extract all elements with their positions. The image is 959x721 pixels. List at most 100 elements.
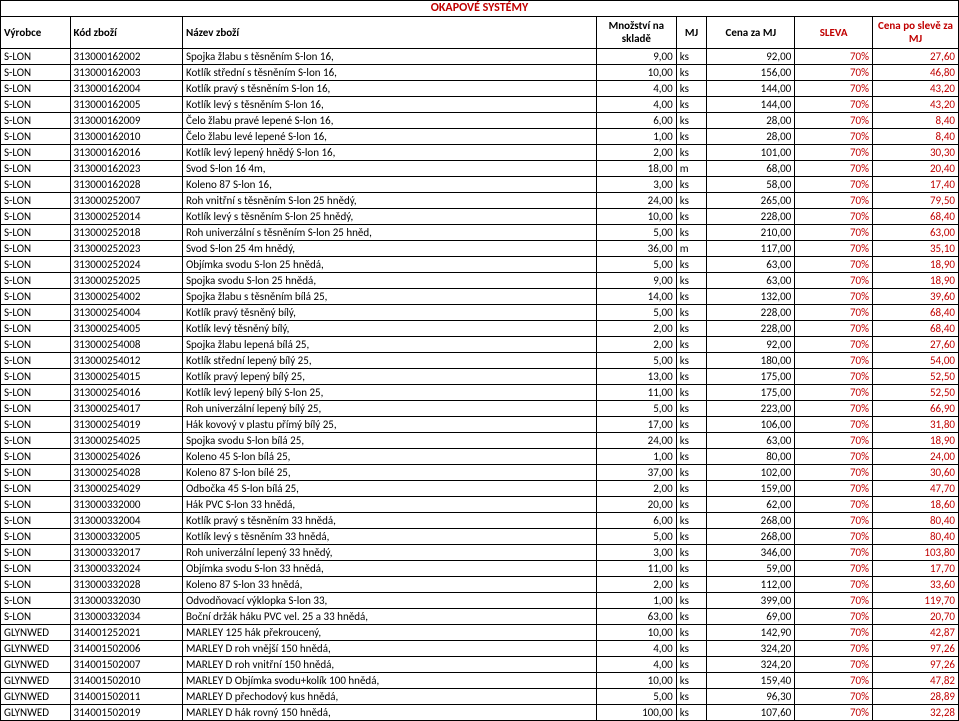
cell: 70% xyxy=(795,641,873,657)
cell: 70% xyxy=(795,513,873,529)
cell: 313000332000 xyxy=(70,497,182,513)
cell: 1,00 xyxy=(596,129,676,145)
table-row: S-LON313000162016Kotlík levý lepený hněd… xyxy=(1,145,959,161)
cell: 70% xyxy=(795,273,873,289)
cell: 70% xyxy=(795,449,873,465)
cell: 9,00 xyxy=(596,273,676,289)
table-row: S-LON313000252007Roh vnitřní s těsněním … xyxy=(1,193,959,209)
cell: Kotlík pravý těsněný bílý, xyxy=(182,305,596,321)
cell: ks xyxy=(676,49,707,65)
cell: 313000252014 xyxy=(70,209,182,225)
table-row: S-LON313000162005Kotlík levý s těsněním … xyxy=(1,97,959,113)
cell: 313000162023 xyxy=(70,161,182,177)
cell: 132,00 xyxy=(707,289,795,305)
cell: GLYNWED xyxy=(1,673,71,689)
cell: 17,40 xyxy=(872,177,958,193)
table-row: S-LON313000252025Spojka svodu S-lon 25 h… xyxy=(1,273,959,289)
cell: 313000162005 xyxy=(70,97,182,113)
cell: S-LON xyxy=(1,81,71,97)
cell: ks xyxy=(676,705,707,721)
table-row: S-LON313000254015Kotlík pravý lepený bíl… xyxy=(1,369,959,385)
cell: 324,20 xyxy=(707,641,795,657)
cell: 3,00 xyxy=(596,177,676,193)
cell: 313000252018 xyxy=(70,225,182,241)
cell: 10,00 xyxy=(596,673,676,689)
cell: 102,00 xyxy=(707,465,795,481)
cell: 268,00 xyxy=(707,513,795,529)
cell: S-LON xyxy=(1,241,71,257)
cell: 2,00 xyxy=(596,145,676,161)
cell: 59,00 xyxy=(707,561,795,577)
cell: 70% xyxy=(795,257,873,273)
cell: 159,00 xyxy=(707,481,795,497)
cell: 33,60 xyxy=(872,577,958,593)
cell: 35,10 xyxy=(872,241,958,257)
table-row: S-LON313000254004Kotlík pravý těsněný bí… xyxy=(1,305,959,321)
cell: 39,60 xyxy=(872,289,958,305)
cell: 313000252025 xyxy=(70,273,182,289)
cell: 70% xyxy=(795,369,873,385)
cell: 159,40 xyxy=(707,673,795,689)
table-row: S-LON313000162023Svod S-lon 16 4m,18,00m… xyxy=(1,161,959,177)
cell: 68,40 xyxy=(872,305,958,321)
cell: 70% xyxy=(795,545,873,561)
cell: 11,00 xyxy=(596,385,676,401)
cell: ks xyxy=(676,81,707,97)
cell: 100,00 xyxy=(596,705,676,721)
col-header-vyrobce: Výrobce xyxy=(1,17,71,49)
cell: 70% xyxy=(795,65,873,81)
cell: ks xyxy=(676,225,707,241)
cell: ks xyxy=(676,305,707,321)
cell: 5,00 xyxy=(596,689,676,705)
cell: ks xyxy=(676,113,707,129)
cell: 70% xyxy=(795,689,873,705)
cell: 20,40 xyxy=(872,161,958,177)
cell: 70% xyxy=(795,401,873,417)
cell: 70% xyxy=(795,113,873,129)
cell: 313000254008 xyxy=(70,337,182,353)
cell: Hák kovový v plastu přímý bílý 25, xyxy=(182,417,596,433)
cell: ks xyxy=(676,577,707,593)
cell: 313000162009 xyxy=(70,113,182,129)
cell: 18,60 xyxy=(872,497,958,513)
cell: Koleno 45 S-lon bílá 25, xyxy=(182,449,596,465)
table-row: S-LON313000254028Koleno 87 S-lon bílé 25… xyxy=(1,465,959,481)
cell: Koleno 87 S-lon bílé 25, xyxy=(182,465,596,481)
cell: ks xyxy=(676,513,707,529)
cell: 70% xyxy=(795,145,873,161)
cell: ks xyxy=(676,97,707,113)
cell: 24,00 xyxy=(596,193,676,209)
table-row: S-LON313000254029Odbočka 45 S-lon bílá 2… xyxy=(1,481,959,497)
cell: 43,20 xyxy=(872,81,958,97)
cell: Kotlík levý s těsněním S-lon 25 hnědý, xyxy=(182,209,596,225)
cell: Roh univerzální lepený 33 hnědý, xyxy=(182,545,596,561)
cell: 314001252021 xyxy=(70,625,182,641)
cell: 313000254019 xyxy=(70,417,182,433)
table-header-row: Výrobce Kód zboží Název zboží Množství n… xyxy=(1,17,959,49)
cell: Koleno 87 S-lon 16, xyxy=(182,177,596,193)
cell: 313000162028 xyxy=(70,177,182,193)
cell: Spojka žlabu lepená bílá 25, xyxy=(182,337,596,353)
cell: Kotlík pravý lepený bílý 25, xyxy=(182,369,596,385)
table-row: S-LON313000162028Koleno 87 S-lon 16,3,00… xyxy=(1,177,959,193)
cell: ks xyxy=(676,385,707,401)
cell: S-LON xyxy=(1,113,71,129)
cell: Odbočka 45 S-lon bílá 25, xyxy=(182,481,596,497)
cell: 18,90 xyxy=(872,257,958,273)
table-row: S-LON313000254017Roh univerzální lepený … xyxy=(1,401,959,417)
cell: S-LON xyxy=(1,97,71,113)
cell: 79,50 xyxy=(872,193,958,209)
cell: S-LON xyxy=(1,433,71,449)
cell: 28,00 xyxy=(707,129,795,145)
cell: ks xyxy=(676,193,707,209)
cell: ks xyxy=(676,177,707,193)
cell: Spojka žlabu s těsněním bílá 25, xyxy=(182,289,596,305)
cell: 70% xyxy=(795,705,873,721)
cell: 399,00 xyxy=(707,593,795,609)
cell: 313000254026 xyxy=(70,449,182,465)
cell: 117,00 xyxy=(707,241,795,257)
cell: S-LON xyxy=(1,513,71,529)
cell: Spojka svodu S-lon bílá 25, xyxy=(182,433,596,449)
table-row: S-LON313000162009Čelo žlabu pravé lepené… xyxy=(1,113,959,129)
cell: MARLEY D roh vnější 150 hnědá, xyxy=(182,641,596,657)
